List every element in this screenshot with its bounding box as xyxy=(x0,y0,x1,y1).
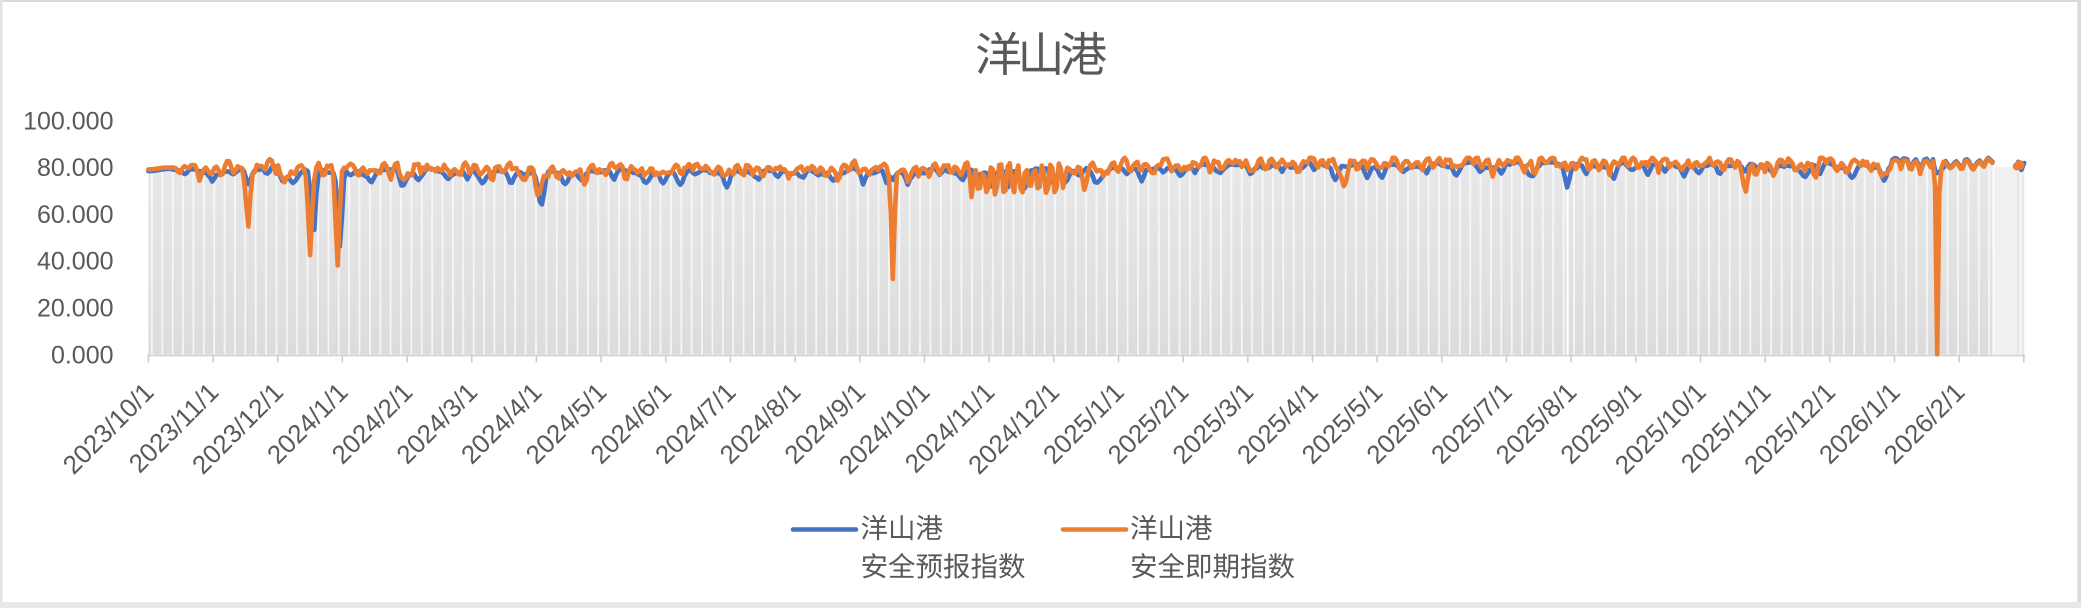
svg-text:0.000: 0.000 xyxy=(51,341,114,369)
svg-text:60.000: 60.000 xyxy=(37,201,113,229)
svg-text:80.000: 80.000 xyxy=(37,154,113,182)
svg-text:40.000: 40.000 xyxy=(37,248,113,276)
svg-text:20.000: 20.000 xyxy=(37,295,113,323)
svg-text:100.000: 100.000 xyxy=(23,107,113,135)
